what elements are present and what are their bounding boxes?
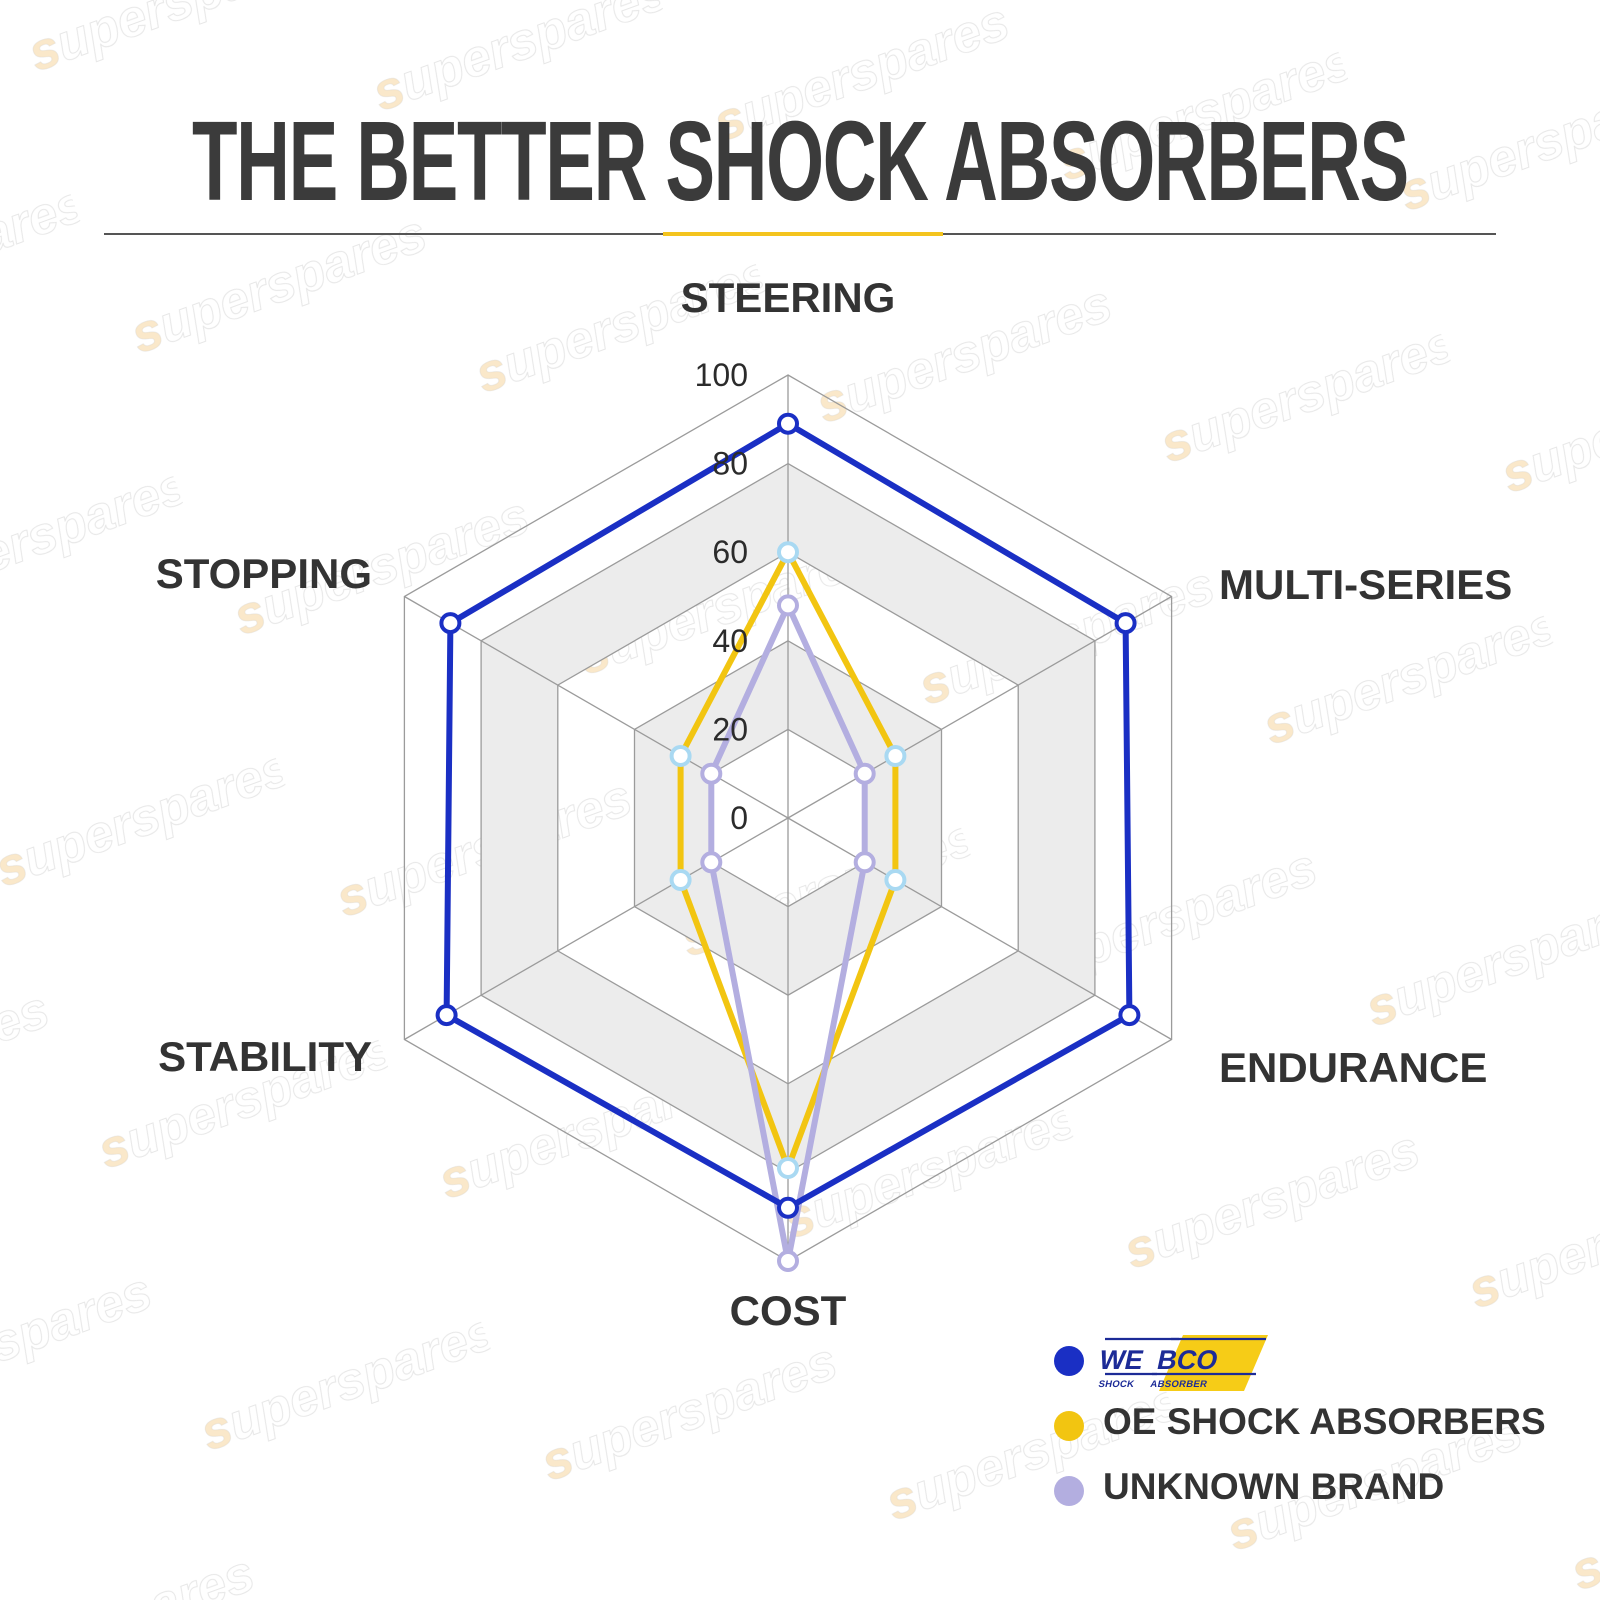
svg-text:100: 100 [695,357,748,393]
svg-text:0: 0 [730,800,748,836]
svg-text:WE: WE [1097,1344,1147,1375]
svg-text:STEERING: STEERING [681,274,896,321]
svg-text:COST: COST [730,1287,847,1334]
svg-text:20: 20 [712,711,748,747]
svg-text:ENDURANCE: ENDURANCE [1219,1044,1487,1091]
svg-text:STOPPING: STOPPING [156,550,372,597]
svg-text:STABILITY: STABILITY [158,1033,372,1080]
svg-text:80: 80 [712,446,748,482]
svg-text:40: 40 [712,623,748,659]
svg-text:SHOCK: SHOCK [1097,1379,1135,1390]
svg-text:MULTI-SERIES: MULTI-SERIES [1219,561,1512,608]
svg-text:60: 60 [712,534,748,570]
svg-text:BCO: BCO [1155,1344,1222,1375]
svg-text:ABSORBER: ABSORBER [1149,1379,1208,1390]
